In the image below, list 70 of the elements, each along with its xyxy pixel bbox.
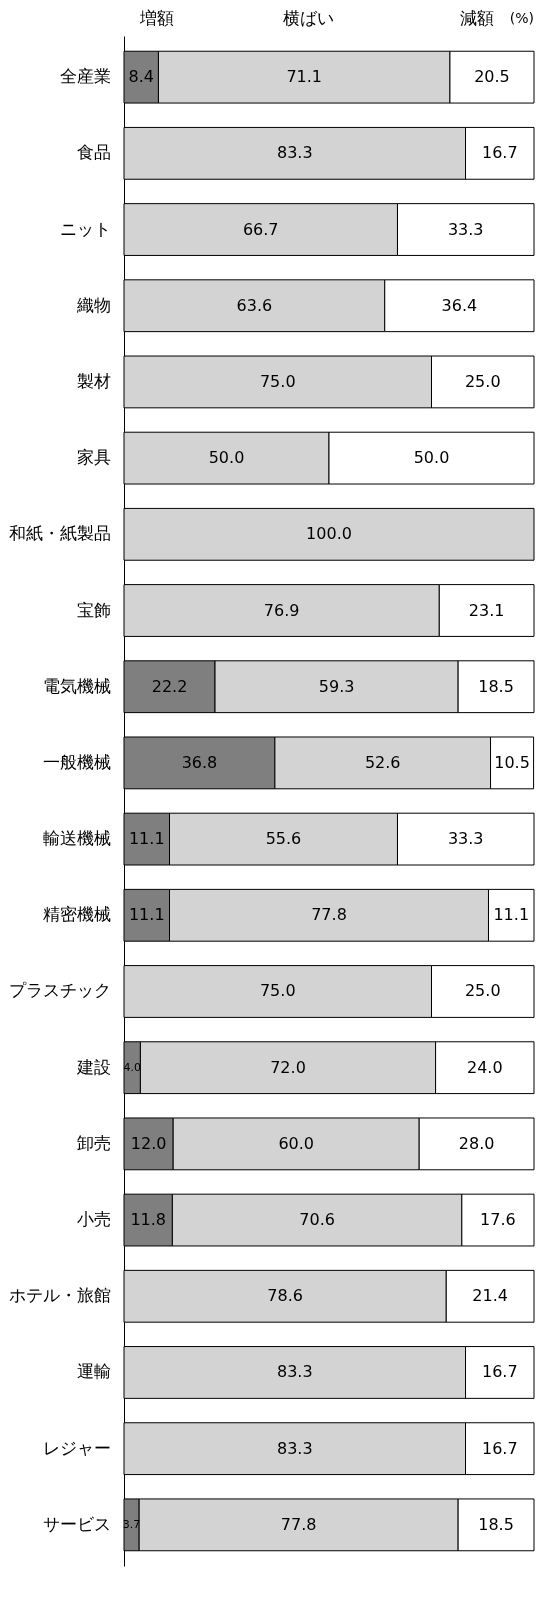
y-tick-label: ニット [59,218,111,239]
y-tick-label: 小売 [76,1209,111,1230]
y-tick-label: 和紙・紙製品 [8,523,111,544]
data-label: 22.2 [151,676,188,696]
y-tick-label: 宝飾 [76,599,111,620]
data-label: 77.8 [280,1514,317,1534]
y-tick-label: 製材 [76,370,111,391]
data-label: 59.3 [318,676,355,696]
data-label: 78.6 [267,1286,303,1306]
data-label: 66.7 [242,219,279,239]
y-tick-label: レジャー [42,1437,111,1458]
data-label: 33.3 [447,219,484,239]
data-label: 18.5 [478,676,514,696]
data-label: 70.6 [299,1210,335,1230]
text: (%) [509,10,534,26]
data-label: 36.4 [441,295,478,315]
data-label: 25.0 [464,371,501,391]
y-tick-label: 全産業 [59,66,111,87]
data-label: 75.0 [259,371,296,391]
series-label: 増額 [138,8,174,28]
y-tick-label: 卸売 [76,1132,111,1153]
data-label: 77.8 [311,905,347,925]
data-label: 18.5 [478,1514,514,1534]
data-label: 28.0 [458,1133,495,1153]
y-tick-label: 一般機械 [42,751,111,772]
data-label: 71.1 [286,67,323,87]
data-label: 83.3 [276,1362,313,1382]
data-label: 21.4 [472,1286,508,1306]
series-label: 横ばい [283,8,334,28]
y-tick-label: 運輸 [76,1361,111,1382]
data-label: 50.0 [413,448,450,468]
data-label: 83.3 [276,1438,313,1458]
data-label: 25.0 [464,981,501,1001]
data-label: 23.1 [468,600,505,620]
data-label: 72.0 [270,1057,306,1077]
data-label: 12.0 [130,1133,167,1153]
data-label: 60.0 [278,1133,315,1153]
data-label: 11.8 [130,1210,166,1230]
y-tick-label: 食品 [76,142,111,163]
data-label: 36.8 [181,752,218,772]
data-label: 20.5 [474,67,510,87]
data-label: 50.0 [208,448,245,468]
y-tick-label: ホテル・旅館 [8,1285,111,1306]
data-label: 10.5 [494,752,530,772]
data-label: 8.4 [128,67,154,87]
data-label: 11.1 [128,905,165,925]
series-label: 減額 [459,8,494,28]
data-label: 83.3 [276,143,313,163]
data-label: 11.1 [493,905,530,925]
y-tick-label: 織物 [75,294,111,315]
data-label: 17.6 [480,1210,516,1230]
data-label: 11.1 [128,829,165,849]
data-label: 75.0 [259,981,296,1001]
data-label: 24.0 [466,1057,503,1077]
data-label: 16.7 [481,143,518,163]
data-label: 55.6 [265,829,302,849]
y-tick-label: 家具 [76,447,111,468]
y-tick-label: 建設 [75,1056,111,1077]
data-label: 16.7 [481,1362,518,1382]
y-tick-label: 輸送機械 [42,828,111,849]
data-label: 16.7 [481,1438,518,1458]
y-tick-label: 電気機械 [42,675,111,696]
data-label: 63.6 [236,295,273,315]
y-tick-label: 精密機械 [42,904,111,925]
data-label: 52.6 [364,752,401,772]
y-tick-label: プラスチック [8,980,111,1001]
data-label: 100.0 [306,524,352,544]
data-label: 76.9 [263,600,300,620]
data-label: 33.3 [447,829,484,849]
y-tick-label: サービス [42,1513,111,1534]
